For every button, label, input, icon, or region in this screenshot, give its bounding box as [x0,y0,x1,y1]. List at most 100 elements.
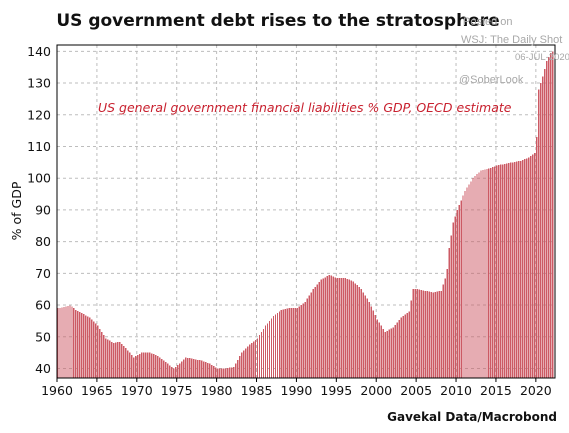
data-bar [266,323,269,378]
data-bar [472,178,474,378]
data-bar [312,289,315,378]
data-bar [410,300,412,378]
data-bar [87,316,89,378]
data-bar [206,362,209,378]
watermark-posted-on: Posted on [463,16,513,28]
data-bar [382,328,384,378]
data-bar [496,165,498,378]
data-bar [474,176,476,378]
x-tick-label: 1960 [41,383,73,398]
x-tick-label: 2000 [360,383,392,398]
y-tick-label: 120 [27,107,51,122]
data-bar [444,278,446,378]
data-bar [520,160,522,378]
data-bar [75,310,77,378]
data-bar [93,321,95,378]
data-bar [212,366,215,378]
data-bar [386,330,388,378]
x-tick-label: 2015 [480,383,512,398]
data-bar [402,316,404,378]
data-bar [97,325,99,378]
data-bar [292,308,295,378]
data-bar [161,358,163,378]
data-bar [340,278,343,378]
data-bar [232,366,235,378]
data-bar [434,291,436,378]
data-bar [372,310,374,378]
data-bar [268,320,271,378]
data-bar [284,309,287,378]
data-bar [121,343,123,378]
data-bar [428,291,430,378]
data-bar [270,318,273,378]
data-bar [400,317,402,378]
y-tick-label: 100 [27,171,51,186]
y-tick-labels: 40 50 60 70 80 90 100 110 120 130 140 [27,44,51,376]
data-bar [224,368,227,378]
data-bar [105,338,107,378]
data-bar [153,354,155,378]
data-bar [416,289,418,378]
data-bar [81,312,83,378]
data-bar [526,158,528,378]
data-bar [129,352,131,378]
data-bar [342,278,345,378]
data-bar [322,278,325,378]
data-bar [252,341,255,378]
data-bar [256,338,259,378]
data-bar [59,307,61,378]
data-bar [99,328,101,378]
data-bar [83,314,85,378]
data-bar [290,308,293,378]
data-bar [308,295,311,378]
data-bar [510,162,512,378]
data-bar [109,340,111,378]
data-bar [422,290,424,378]
data-bar [192,358,195,378]
data-bar [476,174,478,378]
data-bar [464,190,466,378]
data-bar [149,352,151,378]
data-bar [304,301,307,378]
data-bar [77,311,79,378]
data-bar [302,303,305,378]
data-bar [141,352,143,378]
x-tick-label: 1985 [241,383,273,398]
data-bar [196,359,199,378]
data-bar [222,368,225,378]
data-bar [236,359,239,378]
x-tick-label: 2005 [400,383,432,398]
data-bar [350,280,353,378]
data-bar [61,307,63,378]
data-bar [534,152,536,378]
data-bar [460,200,462,378]
data-bar [384,332,386,378]
data-bar [310,292,313,378]
x-tick-label: 2010 [440,383,472,398]
data-bar [180,361,183,378]
data-bar [380,325,382,378]
data-bar [376,319,378,378]
data-bar [242,350,245,378]
data-bar [546,60,548,379]
data-bar [524,159,526,378]
data-bar [214,367,217,378]
data-bar [71,306,73,378]
data-bar [388,329,390,378]
data-bar [254,339,257,378]
data-bar [458,205,460,378]
data-bar [258,335,261,378]
y-tick-label: 60 [35,298,51,313]
data-bar [470,181,472,378]
x-tick-label: 1990 [281,383,313,398]
data-bar [430,291,432,378]
data-bar [360,289,362,378]
data-bar [107,339,109,378]
y-tick-label: 80 [35,234,51,249]
data-bar [370,306,372,378]
data-bar [390,328,392,378]
data-bar [157,355,159,378]
data-bar [540,83,542,378]
data-bar [298,306,301,378]
data-bar [167,363,169,378]
